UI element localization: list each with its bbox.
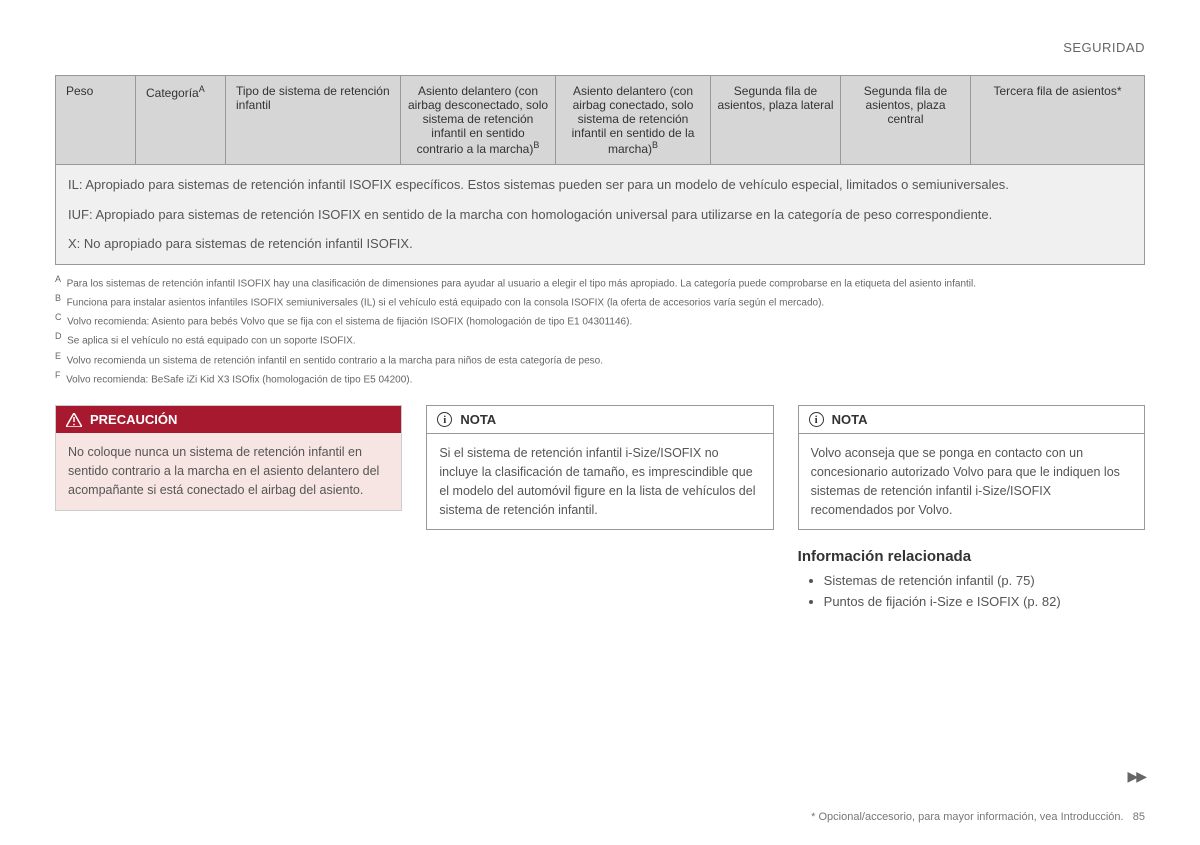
footer-note: * Opcional/accesorio, para mayor informa…	[811, 811, 1145, 823]
note-body-2: Volvo aconseja que se ponga en contacto …	[799, 434, 1144, 529]
col-tipo: Tipo de sistema de retención infantil	[226, 76, 401, 165]
note-box-2: i NOTA Volvo aconseja que se ponga en co…	[798, 405, 1145, 530]
legend-iuf: IUF: Apropiado para sistemas de retenció…	[68, 205, 1132, 225]
note-title-2: NOTA	[832, 412, 868, 427]
note-body-1: Si el sistema de retención infantil i-Si…	[427, 434, 772, 529]
warning-icon	[66, 413, 82, 427]
related-heading: Información relacionada	[798, 548, 1145, 565]
col-categoria: CategoríaA	[136, 76, 226, 165]
col-delantero-on: Asiento delantero (con airbag conectado,…	[556, 76, 711, 165]
caution-body: No coloque nunca un sistema de retención…	[56, 433, 401, 509]
section-header: SEGURIDAD	[55, 40, 1145, 55]
info-icon: i	[809, 412, 824, 427]
caution-box: PRECAUCIÓN No coloque nunca un sistema d…	[55, 405, 402, 510]
related-item: Sistemas de retención infantil (p. 75)	[824, 573, 1145, 588]
col-segunda-central: Segunda fila de asientos, plaza central	[841, 76, 971, 165]
col-tercera: Tercera fila de asientos*	[971, 76, 1145, 165]
legend-il: IL: Apropiado para sistemas de retención…	[68, 175, 1132, 195]
col-peso: Peso	[56, 76, 136, 165]
footnotes: A Para los sistemas de retención infanti…	[55, 273, 1145, 388]
related-item: Puntos de fijación i-Size e ISOFIX (p. 8…	[824, 594, 1145, 609]
col-segunda-lateral: Segunda fila de asientos, plaza lateral	[711, 76, 841, 165]
isofix-table: Peso CategoríaA Tipo de sistema de reten…	[55, 75, 1145, 265]
related-list: Sistemas de retención infantil (p. 75) P…	[798, 573, 1145, 609]
col-delantero-off: Asiento delantero (con airbag desconecta…	[401, 76, 556, 165]
legend-x: X: No apropiado para sistemas de retenci…	[68, 234, 1132, 254]
table-legend-row: IL: Apropiado para sistemas de retención…	[56, 165, 1145, 265]
caution-title: PRECAUCIÓN	[90, 412, 177, 427]
note-box-1: i NOTA Si el sistema de retención infant…	[426, 405, 773, 530]
info-icon: i	[437, 412, 452, 427]
note-title-1: NOTA	[460, 412, 496, 427]
continue-arrows-icon: ▶▶	[1127, 768, 1145, 785]
